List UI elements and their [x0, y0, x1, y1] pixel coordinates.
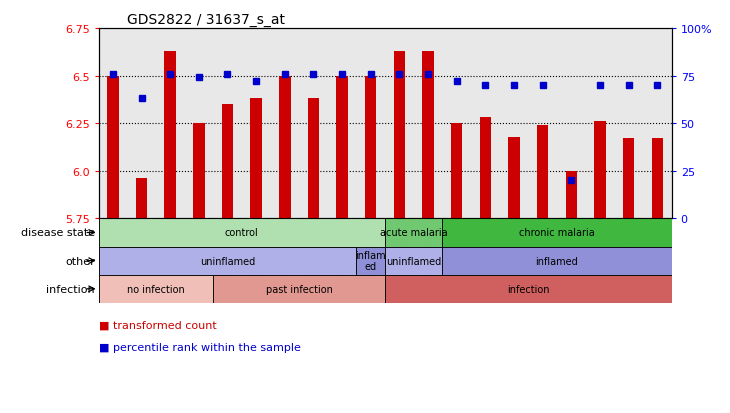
Text: uninflamed: uninflamed [200, 256, 255, 266]
Bar [480, 118, 491, 219]
Bar [337, 76, 347, 219]
Bar [442, 247, 672, 275]
Bar [508, 137, 520, 219]
Bar [107, 76, 118, 219]
Bar [385, 219, 442, 247]
Bar [136, 179, 147, 219]
Text: infection: infection [46, 284, 95, 294]
Bar [385, 247, 442, 275]
Bar [222, 105, 233, 219]
Text: inflam
ed: inflam ed [356, 250, 386, 272]
Bar [566, 171, 577, 219]
Bar [164, 52, 176, 219]
Bar [385, 275, 672, 303]
Bar [308, 99, 319, 219]
Bar [279, 76, 291, 219]
Bar [193, 124, 204, 219]
Text: past infection: past infection [266, 284, 333, 294]
Bar [423, 52, 434, 219]
Bar [99, 219, 385, 247]
Text: ■ percentile rank within the sample: ■ percentile rank within the sample [99, 342, 301, 352]
Bar [652, 139, 663, 219]
Text: acute malaria: acute malaria [380, 228, 447, 238]
Text: disease state: disease state [20, 228, 95, 238]
Bar [365, 76, 377, 219]
Bar [213, 275, 385, 303]
Text: GDS2822 / 31637_s_at: GDS2822 / 31637_s_at [127, 12, 285, 26]
Bar [537, 126, 548, 219]
Text: inflamed: inflamed [536, 256, 578, 266]
Text: control: control [225, 228, 258, 238]
Bar [99, 247, 356, 275]
Text: uninflamed: uninflamed [386, 256, 442, 266]
Text: no infection: no infection [127, 284, 185, 294]
Bar [594, 122, 606, 219]
Bar [451, 124, 462, 219]
Bar [393, 52, 405, 219]
Text: infection: infection [507, 284, 550, 294]
Bar [623, 139, 634, 219]
Bar [442, 219, 672, 247]
Bar [250, 99, 262, 219]
Text: chronic malaria: chronic malaria [519, 228, 595, 238]
Text: other: other [65, 256, 95, 266]
Bar [99, 275, 213, 303]
Bar [356, 247, 385, 275]
Text: ■ transformed count: ■ transformed count [99, 320, 216, 330]
